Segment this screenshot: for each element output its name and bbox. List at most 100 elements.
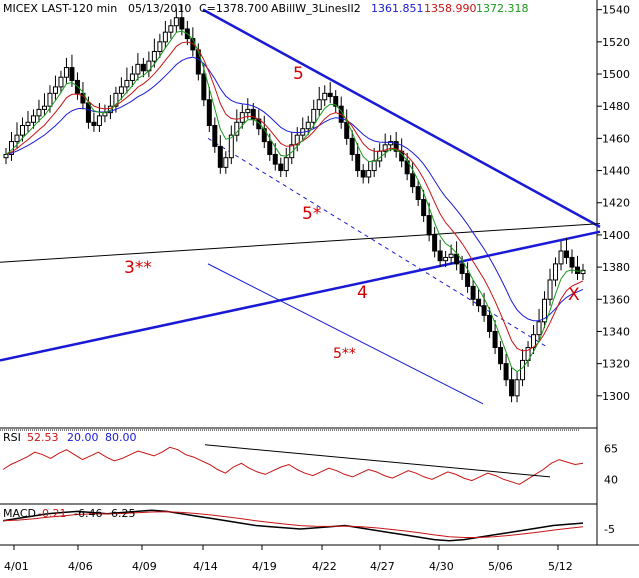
candle-body: [498, 347, 504, 365]
candle-body: [206, 99, 212, 127]
ma-line: [5, 30, 584, 373]
date-label: 05/13/2010: [128, 2, 191, 15]
price-tick-label: 1320: [602, 358, 630, 371]
candle-body: [322, 92, 328, 101]
date-tick-label: 5/12: [548, 560, 573, 573]
candle-body: [344, 121, 350, 139]
candle-body: [305, 121, 311, 130]
close-label: C=1378.700: [199, 2, 268, 15]
candle-body: [509, 379, 515, 397]
candle-body: [311, 108, 317, 123]
date-tick-label: 4/01: [4, 560, 29, 573]
rsi-high: 80.00: [105, 431, 137, 444]
macd-tick-label: -5: [604, 523, 615, 536]
candle-body: [355, 153, 361, 172]
candle-body: [217, 145, 223, 168]
candle-body: [272, 153, 278, 165]
rsi-line: [2, 446, 584, 485]
candle-body: [234, 121, 240, 136]
candle-body: [250, 108, 256, 120]
candle-body: [520, 359, 526, 381]
candle-body: [14, 134, 20, 143]
candle-body: [25, 121, 31, 127]
candle-body: [179, 17, 185, 30]
candle-body: [536, 321, 542, 336]
trendline: [202, 8, 601, 228]
annotation-5: 5: [293, 64, 304, 84]
price-tick-label: 1440: [602, 165, 630, 178]
candle-body: [371, 160, 377, 172]
annotation-3-double-star: 3**: [124, 258, 152, 278]
candle-body: [113, 92, 119, 107]
candle-body: [69, 67, 75, 81]
candle-body: [47, 92, 53, 107]
candle-body: [503, 363, 509, 381]
candle-body: [558, 250, 564, 265]
candle-body: [173, 17, 179, 27]
candle-body: [448, 253, 454, 258]
candle-body: [85, 102, 91, 123]
candle-body: [542, 298, 548, 323]
blue-value: 1361.851: [371, 2, 424, 15]
indicator-label: ABillW_3LinesII2: [271, 2, 361, 15]
candle-body: [388, 141, 394, 146]
annotation-x: X: [568, 285, 580, 305]
price-tick-label: 1480: [602, 100, 630, 113]
price-tick-label: 1380: [602, 261, 630, 274]
candle-body: [575, 266, 581, 275]
symbol-label: MICEX LAST-120 min: [3, 2, 117, 15]
ma-line: [5, 41, 584, 352]
candle-body: [333, 96, 339, 107]
candle-body: [492, 330, 498, 349]
candle-body: [118, 86, 124, 94]
candle-body: [245, 108, 251, 114]
candle-body: [553, 263, 559, 281]
date-tick-label: 4/27: [370, 560, 395, 573]
candle-body: [212, 125, 218, 147]
candle-body: [58, 76, 64, 88]
candle-body: [228, 134, 234, 159]
candle-body: [382, 144, 388, 152]
candle-body: [36, 108, 42, 117]
candle-body: [476, 298, 482, 307]
candle-body: [195, 49, 201, 75]
candle-body: [454, 253, 460, 265]
candle-body: [465, 273, 471, 287]
rsi-tick-label: 40: [604, 473, 618, 486]
candle-body: [63, 67, 69, 78]
candle-body: [91, 121, 97, 127]
macd-value-2: -6.46: [74, 507, 102, 520]
candle-body: [151, 50, 157, 62]
axis-ticks: 1300 1320 1340 1360 1380 1400 1420 1440 1460 1480…: [4, 4, 630, 573]
candle-body: [168, 25, 174, 33]
ma-line: [5, 56, 584, 322]
candle-body: [564, 250, 570, 258]
candle-body: [470, 285, 476, 300]
price-tick-label: 1300: [602, 390, 630, 403]
price-tick-label: 1460: [602, 132, 630, 145]
candle-body: [393, 141, 399, 152]
candle-body: [267, 141, 273, 155]
candle-body: [514, 379, 520, 397]
candle-body: [327, 92, 333, 98]
candle-body: [294, 134, 300, 146]
candle-body: [124, 79, 130, 88]
candle-body: [432, 234, 438, 252]
rsi-label: RSI: [3, 431, 21, 444]
candle-body: [289, 144, 295, 159]
red-value: 1358.990: [424, 2, 477, 15]
rsi-trendline: [204, 444, 551, 478]
candle-body: [459, 263, 465, 275]
annotation-5-double-star: 5**: [333, 346, 356, 362]
candle-body: [30, 115, 36, 123]
macd-line: [2, 509, 584, 542]
trendline: [207, 263, 484, 405]
candle-body: [107, 105, 113, 114]
candle-body: [102, 112, 108, 117]
candle-body: [547, 279, 553, 300]
candle-body: [278, 163, 284, 172]
candle-body: [481, 305, 487, 316]
date-tick-label: 4/30: [429, 560, 454, 573]
candle-body: [140, 63, 146, 72]
